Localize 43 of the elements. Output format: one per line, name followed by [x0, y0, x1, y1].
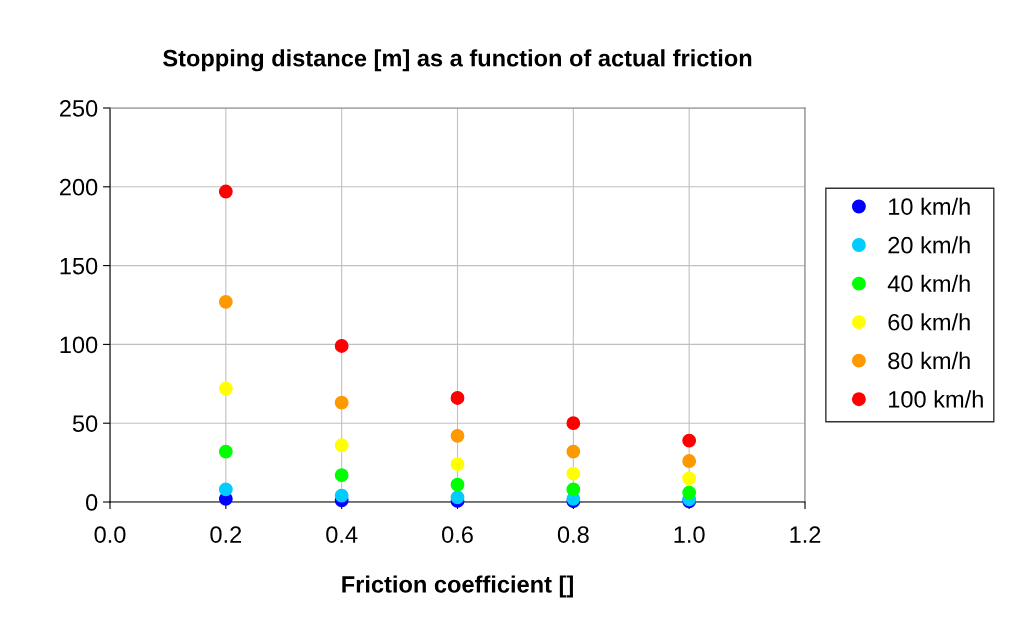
- legend-label: 10 km/h: [889, 197, 970, 215]
- legend-label: 20 km/h: [888, 236, 970, 254]
- point: [450, 457, 465, 472]
- legend-label: 100 km/h: [889, 390, 983, 408]
- legend-label: 60 km/h: [888, 313, 970, 331]
- x-tick-label: 0.4: [326, 526, 358, 543]
- x-tick-label: 1.2: [790, 526, 821, 543]
- x-tick-label: 0.8: [557, 526, 589, 543]
- y-tick-label: 0: [85, 494, 98, 511]
- point: [450, 477, 465, 492]
- y-tick-label: 250: [59, 100, 98, 117]
- x-tick-label: 0.0: [94, 526, 126, 543]
- y-tick-label: 100: [60, 336, 98, 354]
- chart-title: Stopping distance [m] as a function of actual friction: [163, 49, 752, 72]
- x-tick-label: 0.2: [210, 526, 242, 543]
- y-tick-label: 150: [60, 257, 98, 275]
- legend-label: 80 km/h: [888, 351, 970, 370]
- x-tick-label: 1.0: [674, 526, 705, 543]
- point: [566, 466, 581, 481]
- point: [218, 444, 233, 459]
- point: [334, 339, 349, 353]
- point: [682, 471, 697, 486]
- point: [682, 433, 697, 448]
- point: [334, 468, 349, 483]
- point: [450, 428, 465, 443]
- point: [218, 482, 233, 497]
- point: [334, 395, 349, 410]
- point: [682, 454, 697, 468]
- point: [566, 416, 581, 431]
- point: [566, 482, 581, 497]
- y-tick-label: 200: [59, 178, 98, 196]
- point: [682, 485, 697, 500]
- point: [450, 391, 465, 405]
- point: [218, 294, 233, 309]
- y-tick-label: 50: [72, 415, 98, 432]
- x-tick-label: 0.6: [442, 526, 473, 543]
- x-axis-title: Friction coefficient []: [342, 575, 573, 598]
- point: [334, 438, 349, 453]
- point: [334, 488, 349, 503]
- legend-label: 40 km/h: [887, 274, 970, 293]
- point: [218, 184, 233, 199]
- point: [566, 444, 581, 459]
- point: [218, 381, 233, 396]
